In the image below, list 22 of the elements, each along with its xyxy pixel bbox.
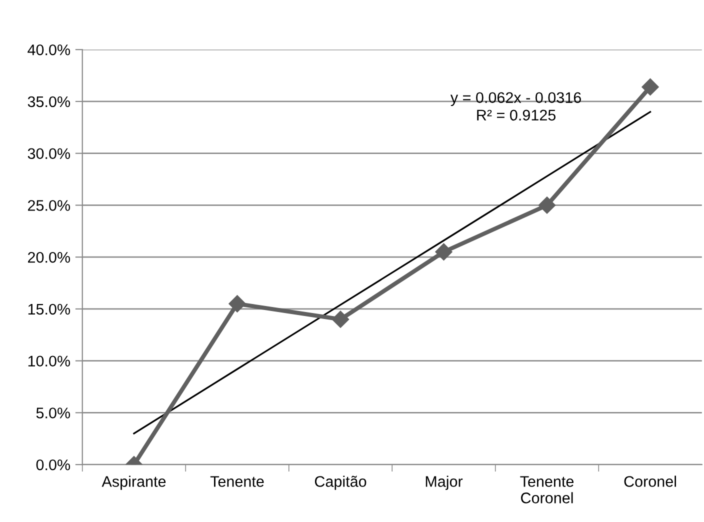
y-tick-label: 30.0% bbox=[28, 148, 70, 160]
y-tick-label: 10.0% bbox=[28, 356, 70, 367]
point bbox=[435, 243, 452, 260]
x-tick-label: Capitão bbox=[314, 476, 366, 490]
y-tick-label: 25.0% bbox=[28, 200, 70, 211]
line-series bbox=[133, 111, 652, 434]
point bbox=[228, 295, 246, 312]
y-tick-label: 5.0% bbox=[36, 408, 70, 418]
annotation: y = 0.062x - 0.0316 R² = 0.9125 bbox=[450, 92, 581, 121]
y-tick-label: 35.0% bbox=[28, 96, 70, 108]
x-tick-label: Major bbox=[426, 476, 463, 490]
y-tick-label: 0.0% bbox=[36, 459, 70, 470]
point bbox=[642, 78, 659, 96]
y-tick-label: 15.0% bbox=[28, 304, 70, 315]
point bbox=[538, 196, 556, 214]
x-tick-label: Tenente bbox=[210, 476, 264, 487]
x-tick-label: Aspirante bbox=[102, 476, 166, 490]
point bbox=[332, 310, 350, 328]
x-tick-label: Coronel bbox=[624, 476, 676, 487]
y-tick-label: 20.0% bbox=[28, 252, 70, 263]
x-tick-label: Tenente Coronel bbox=[520, 476, 574, 504]
y-tick-label: 40.0% bbox=[28, 44, 70, 56]
